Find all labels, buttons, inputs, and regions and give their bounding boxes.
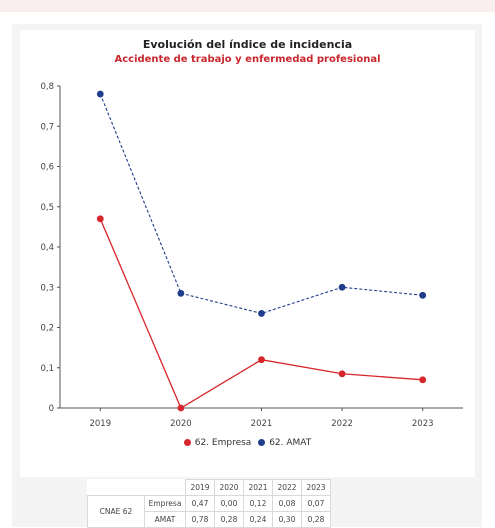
table-header-cell: 2020 [214,479,244,496]
table-header-cell: 2021 [243,479,273,496]
data-point-amat [258,310,265,317]
line-chart: 0 0,1 0,2 0,3 0,4 0,5 0,6 0,7 0,8 2019 2020 2021 202… [40,82,463,429]
table-header-row: 2019 2020 2021 2022 2023 [88,479,331,496]
table-row: CNAE 62 Empresa 0,47 0,00 0,12 0,08 0,07 [87,495,331,528]
data-point-empresa [258,356,265,364]
table-cell: 0,47 [185,495,215,512]
data-point-empresa [338,370,346,378]
table-cell: 0,24 [243,511,273,528]
y-tick-label: 0,3 [40,283,54,293]
table-row-label: Empresa [144,495,186,512]
legend-label-empresa: 62. Empresa [194,438,252,448]
y-tick-label: 0,7 [40,122,54,132]
table-row-label: AMAT [144,511,186,528]
x-tick-label: 2022 [331,419,353,429]
table-cell: 0,28 [214,511,244,528]
data-point-empresa [96,215,104,223]
legend-marker-amat [258,439,266,446]
y-tick-label: 0,5 [40,203,54,213]
data-point-amat [419,291,427,299]
data-table: 2019 2020 2021 2022 2023 CNAE 62 Empresa… [87,479,331,528]
y-tick-label: 0,4 [40,243,54,253]
chart-legend: 62. Empresa 62. AMAT [20,438,475,448]
data-point-amat [338,283,346,291]
y-tick-label: 0 [49,404,54,414]
legend-item-empresa[interactable]: 62. Empresa [183,438,252,448]
table-row: AMAT 0,78 0,28 0,24 0,30 0,28 [88,511,331,528]
chart-subtitle: Accidente de trabajo y enfermedad profes… [114,54,381,65]
table-cell: 0,08 [272,495,302,512]
table-cell: 0,28 [301,511,331,528]
top-accent-bar [0,0,495,12]
table-cell: 0,78 [185,511,215,528]
y-tick-label: 0,8 [40,82,54,92]
series-line-amat [99,93,423,314]
table-cell: 0,30 [272,511,302,528]
legend-item-amat[interactable]: 62. AMAT [258,438,311,448]
table-header-cell: 2019 [185,479,215,496]
x-tick-label: 2023 [412,419,434,429]
data-point-amat [96,90,104,98]
y-tick-label: 0,6 [40,163,54,173]
table-corner [88,480,145,496]
table-header-cell: 2022 [272,479,302,496]
y-tick-label: 0,2 [40,324,54,334]
table-cell: 0,12 [243,495,273,512]
table-cell: 0,00 [214,495,244,512]
y-tick-label: 0,1 [40,364,54,374]
data-point-empresa [419,376,427,384]
table-corner [145,480,186,496]
x-tick-label: 2019 [89,419,111,429]
data-point-amat [177,289,185,297]
chart-title: Evolución del índice de incidencia [142,38,353,51]
chart-container: Evolución del índice de incidencia Accid… [20,30,475,477]
x-tick-label: 2021 [251,419,273,429]
table-group-cell: CNAE 62 [87,495,145,528]
legend-label-amat: 62. AMAT [269,438,312,448]
data-point-empresa [177,404,185,412]
table-header-cell: 2023 [301,479,331,496]
chart-panel: Evolución del índice de incidencia Accid… [12,24,482,528]
x-tick-label: 2020 [170,419,192,429]
legend-marker-empresa [183,439,191,446]
table-cell: 0,07 [301,495,331,512]
